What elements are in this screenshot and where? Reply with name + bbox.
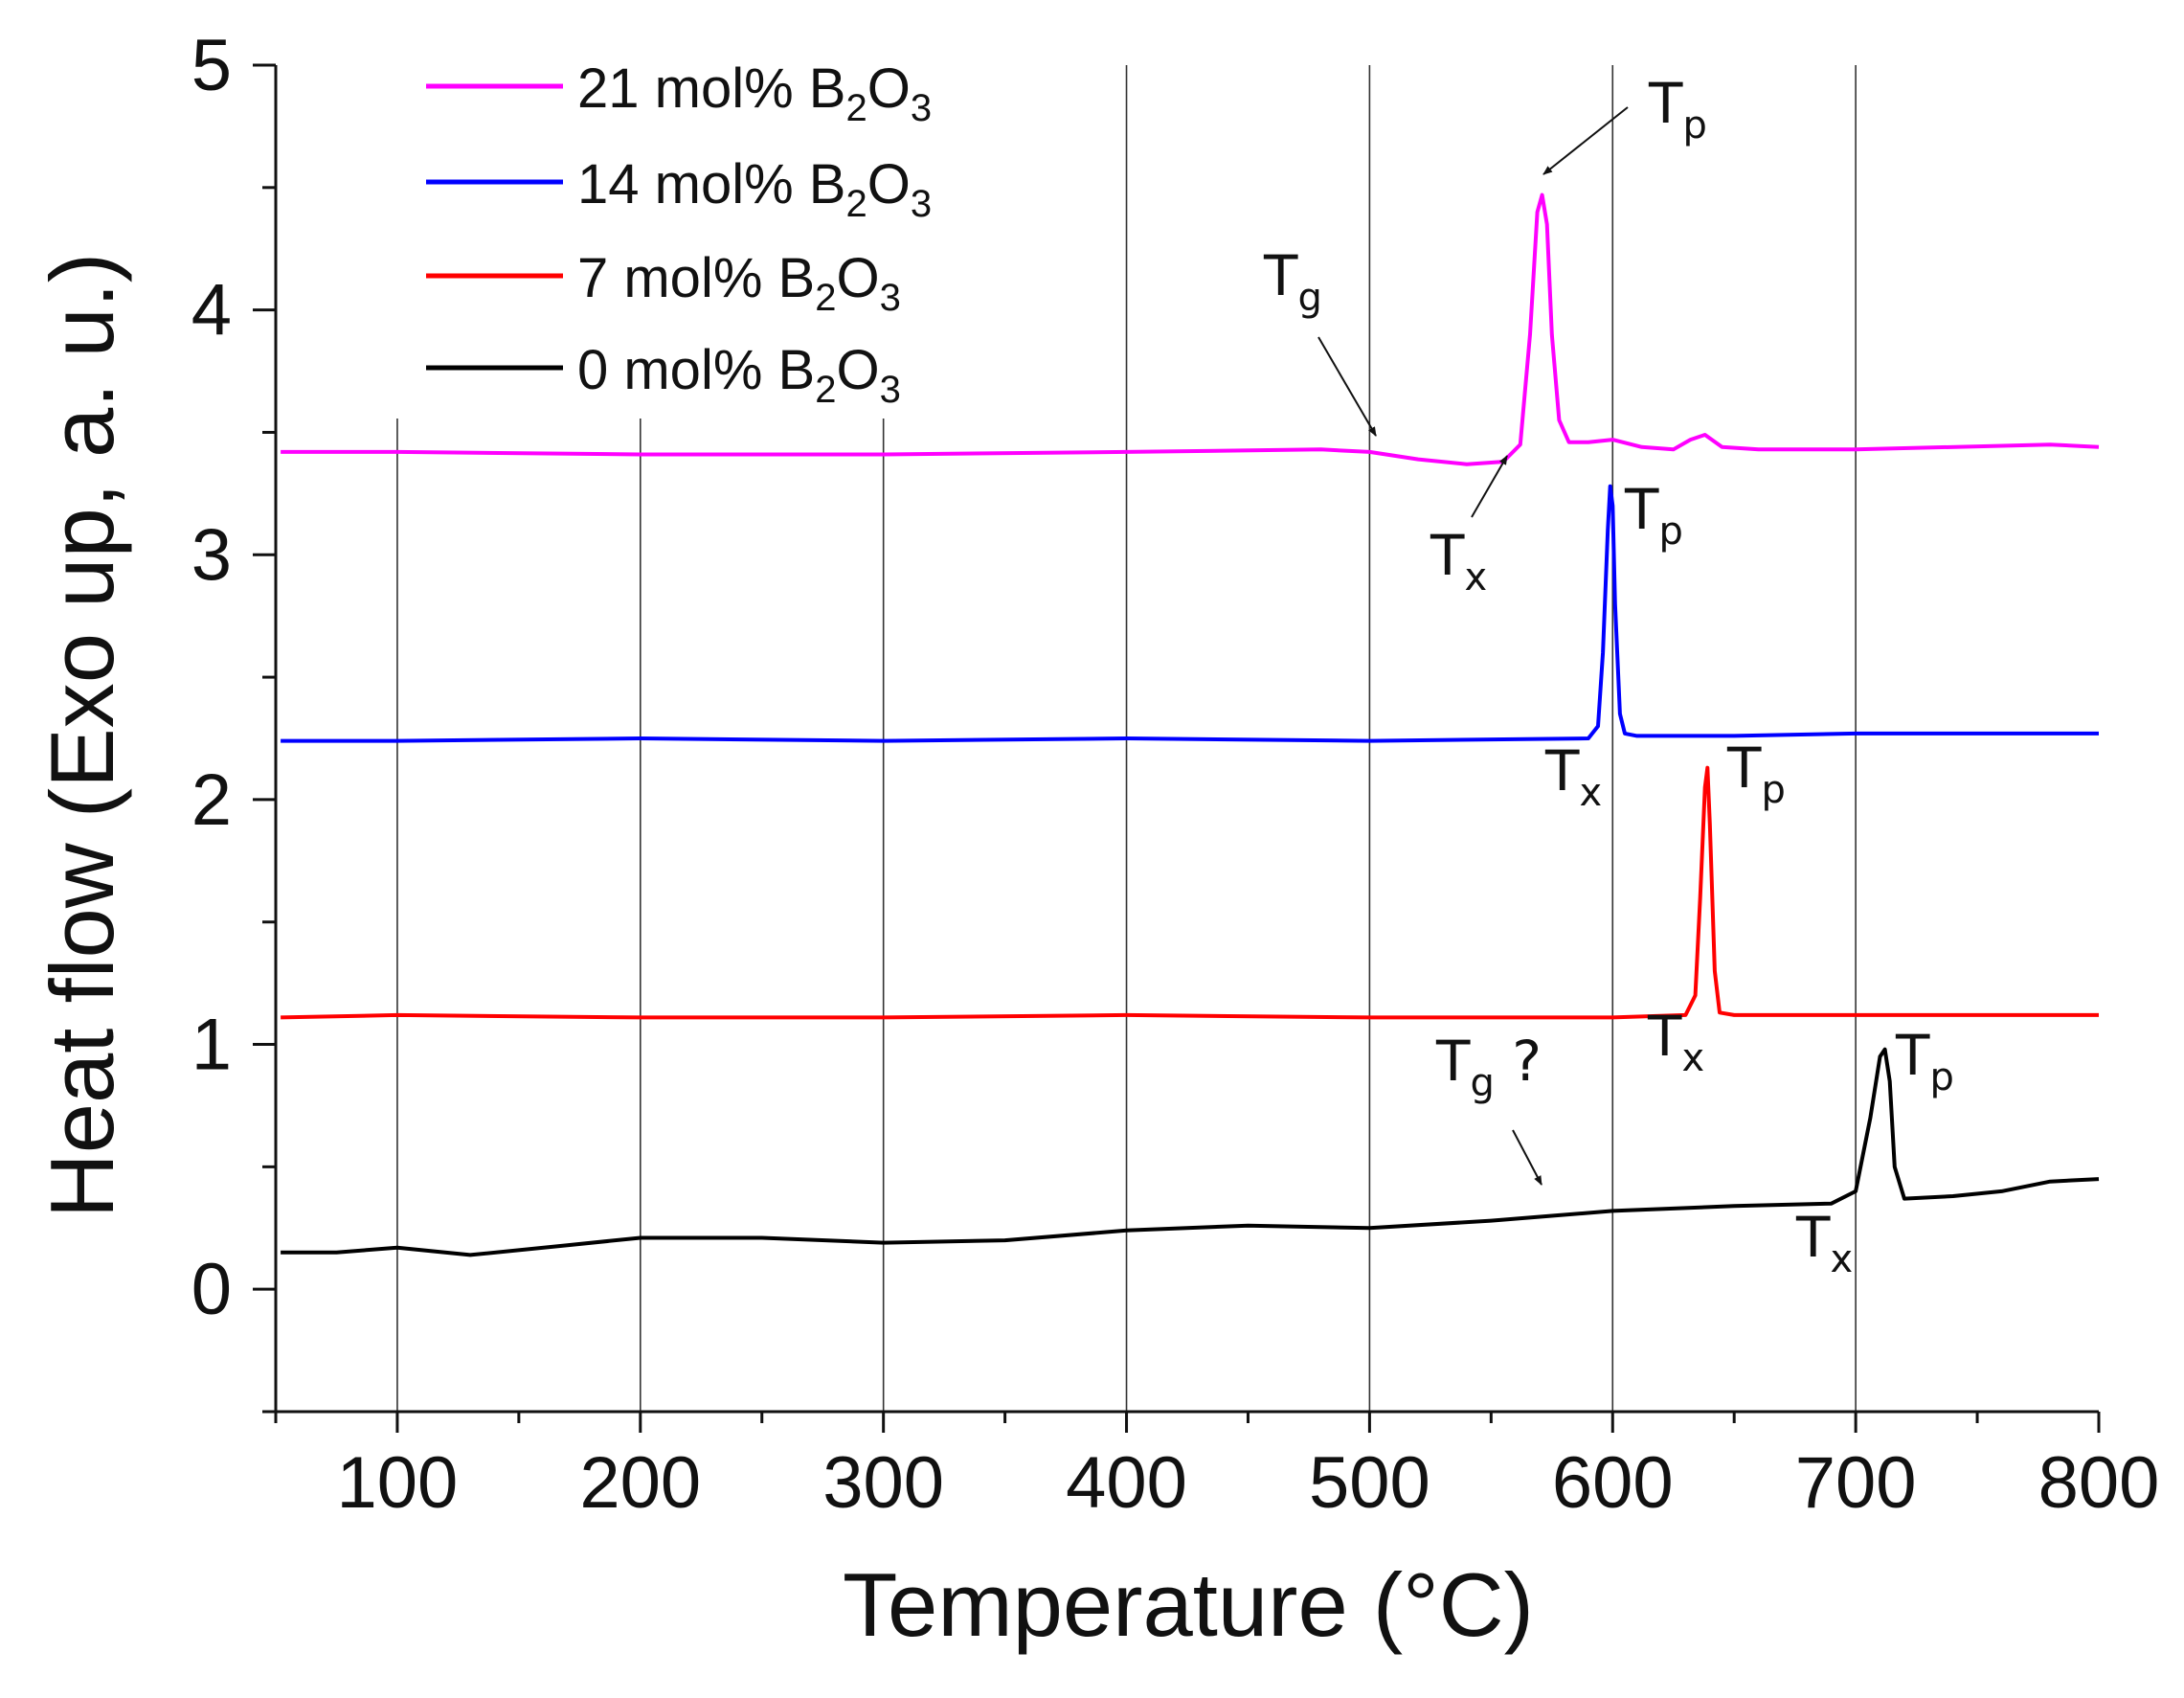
annotation-tx-7: Tx (1647, 1004, 1704, 1080)
legend-label-0: 21 mol% B2O3 (577, 57, 932, 129)
x-tick-label-600: 600 (1552, 1442, 1674, 1524)
tg-21-arrow (1317, 336, 1377, 437)
annotation-arrows (1317, 106, 1629, 1186)
annotation-tp-21: Tp (1648, 71, 1707, 147)
x-tick-label-500: 500 (1309, 1442, 1430, 1524)
x-tick-label-400: 400 (1066, 1442, 1187, 1524)
annotation-tx-21: Tx (1430, 523, 1487, 600)
series-line-0 (281, 192, 2100, 466)
annotation-tg-21: Tg (1263, 243, 1322, 320)
annotation-tp-0: Tp (1895, 1023, 1954, 1099)
annotation-tp-7: Tp (1726, 736, 1786, 812)
y-tick-label-5: 5 (191, 25, 232, 106)
annotation-tp-14: Tp (1624, 477, 1683, 554)
series-line-2 (281, 765, 2099, 1020)
y-tick-label-4: 4 (191, 270, 232, 351)
y-tick-label-2: 2 (191, 759, 232, 841)
annotation-tg-0: Tg ? (1435, 1029, 1542, 1105)
series-lines (281, 192, 2100, 1257)
legend-label-1: 14 mol% B2O3 (577, 153, 932, 225)
axes (274, 65, 2099, 1414)
y-axis-title: Heat flow (Exo up, a. u.) (32, 253, 132, 1218)
tg-0-arrow (1512, 1129, 1542, 1186)
x-tick-label-700: 700 (1795, 1442, 1917, 1524)
legend-label-3: 0 mol% B2O3 (577, 339, 901, 411)
x-tick-label-100: 100 (337, 1442, 459, 1524)
y-tick-label-1: 1 (191, 1005, 232, 1086)
annotation-tx-14: Tx (1544, 738, 1602, 815)
annotations: Tp Tg Tx Tp Tx Tp Tx Tg ? Tp Tx (1263, 71, 1954, 1281)
tx-21-arrow (1471, 455, 1508, 518)
x-tick-label-800: 800 (2038, 1442, 2160, 1524)
y-tick-label-3: 3 (191, 514, 232, 596)
x-tick-label-300: 300 (822, 1442, 944, 1524)
x-tick-label-200: 200 (579, 1442, 701, 1524)
legend: 21 mol% B2O3 14 mol% B2O3 7 mol% B2O3 0 mol… (426, 57, 932, 411)
series-line-3 (281, 1047, 2100, 1257)
x-axis-title: Temperature (°C) (843, 1554, 1534, 1655)
tp-21-arrow (1542, 106, 1629, 175)
legend-label-2: 7 mol% B2O3 (577, 247, 901, 319)
annotation-tx-0: Tx (1795, 1205, 1853, 1281)
ticks: 100 200 300 400 500 600 700 800 0 1 2 3 4 5 (191, 25, 2160, 1524)
y-tick-label-0: 0 (191, 1249, 232, 1330)
series-line-1 (281, 484, 2099, 743)
